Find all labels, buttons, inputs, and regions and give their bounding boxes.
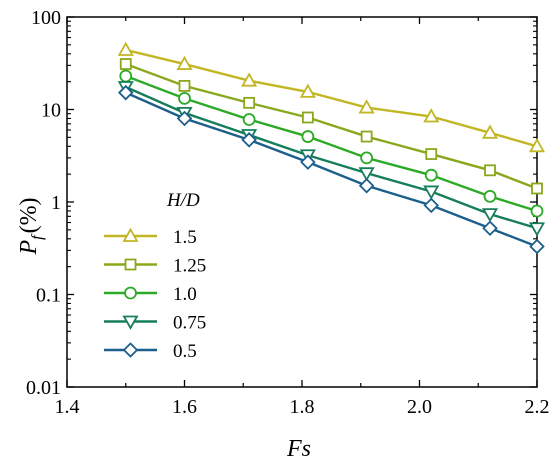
y-axis-title-unit: (%) [16, 197, 42, 233]
data-point [119, 69, 133, 83]
series-line [125, 62, 538, 190]
data-point [484, 164, 496, 177]
data-point [358, 177, 375, 194]
y-axis-title: Pf(%) [16, 197, 46, 255]
y-tick-label: 1 [51, 192, 61, 214]
data-point [358, 167, 375, 182]
series-1-5 [117, 41, 546, 153]
axes: 1.4 1.6 1.8 2.0 2.2 0.01 0.1 1 10 100 [26, 7, 550, 418]
legend-item: 1.0 [104, 284, 197, 305]
data-point [423, 185, 440, 200]
data-point [299, 83, 316, 98]
legend-label: 0.5 [173, 341, 197, 362]
y-tick-label: 0.01 [26, 377, 61, 399]
x-tick-label: 1.4 [55, 396, 80, 418]
data-point [117, 41, 134, 56]
data-point [424, 168, 438, 182]
data-point [529, 238, 545, 255]
data-point [423, 197, 440, 214]
series-1-25 [119, 58, 543, 195]
data-point [531, 182, 543, 195]
data-point [241, 72, 258, 87]
data-point [482, 220, 498, 237]
legend-item: 0.5 [104, 341, 197, 362]
legend-label: 0.75 [173, 313, 206, 334]
data-point [176, 55, 193, 70]
y-tick-label: 100 [31, 7, 61, 29]
x-tick-label: 2.2 [525, 396, 550, 418]
series-line [125, 48, 538, 148]
data-point [301, 130, 315, 143]
y-tick-label: 0.1 [36, 285, 61, 307]
x-tick-label: 2.0 [407, 396, 432, 418]
data-point [178, 91, 191, 105]
data-point [425, 148, 438, 160]
data-point [481, 208, 499, 223]
data-point [530, 204, 544, 218]
legend-label: 1.0 [173, 284, 197, 305]
series-0-5 [117, 84, 545, 255]
y-axis-title-main: P [16, 240, 42, 256]
data-point [528, 137, 546, 153]
series-layer [117, 41, 546, 255]
y-axis-title-sub: f [29, 233, 46, 240]
data-point [301, 111, 314, 124]
series-0-75 [117, 81, 546, 237]
y-tick-label: 10 [41, 100, 61, 122]
data-point [242, 113, 256, 126]
legend-marker [122, 227, 139, 242]
x-tick-label: 1.6 [172, 396, 197, 418]
series-line [125, 91, 538, 248]
legend-item: 1.25 [104, 256, 206, 277]
data-point [119, 58, 132, 70]
data-point [423, 108, 440, 123]
data-point [360, 151, 374, 165]
data-point [300, 154, 316, 170]
x-axis-title: Fs [286, 436, 311, 462]
data-point [483, 189, 497, 203]
legend-title: H/D [166, 190, 200, 211]
data-point [178, 79, 191, 92]
data-point [528, 222, 546, 237]
plot-frame [66, 16, 538, 388]
legend: H/D 1.5 1.25 1.0 0.75 0.5 [104, 190, 206, 362]
legend-marker [122, 315, 139, 330]
series-line [125, 85, 538, 230]
data-point [481, 124, 499, 139]
legend-item: 1.5 [104, 227, 197, 248]
data-point [243, 96, 256, 109]
data-point [358, 99, 375, 114]
legend-item: 0.75 [104, 313, 206, 334]
data-point [241, 132, 257, 148]
series-line [125, 74, 538, 213]
data-point [176, 110, 193, 127]
series-1-0 [119, 69, 544, 218]
legend-marker [124, 258, 137, 271]
legend-label: 1.25 [173, 256, 206, 277]
legend-marker [124, 286, 137, 300]
data-point [117, 84, 134, 101]
data-point [360, 130, 373, 143]
legend-label: 1.5 [173, 227, 197, 248]
legend-marker [122, 342, 139, 358]
x-tick-label: 1.8 [290, 396, 315, 418]
